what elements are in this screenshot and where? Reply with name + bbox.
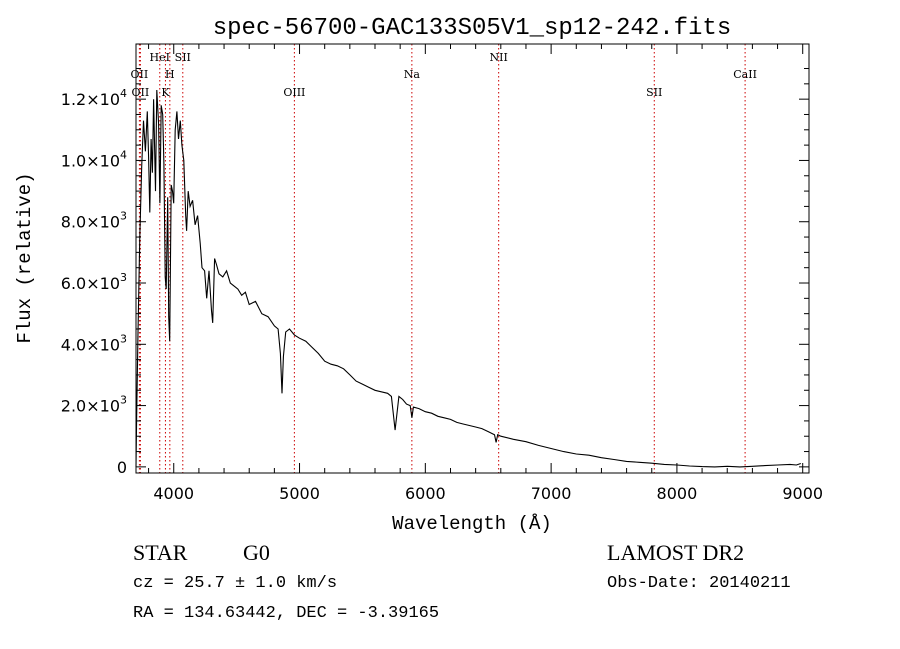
chart-title: spec-56700-GAC133S05V1_sp12-242.fits <box>213 15 731 42</box>
x-tick-label: 5000 <box>279 484 320 503</box>
y-axis: 0 2.0×103 4.0×103 6.0×103 8.0×103 1.0×104 1.2×… <box>61 68 809 477</box>
line-marker-label: OII <box>132 86 150 99</box>
redshift-text: cz = 25.7 ± 1.0 km/s <box>133 574 338 593</box>
x-axis: 4000 5000 6000 7000 8000 9000 <box>148 44 823 503</box>
line-marker-label: SII <box>646 86 662 99</box>
object-subclass: G0 <box>243 540 270 565</box>
line-marker-label: Na <box>404 68 421 81</box>
y-tick-label: 0 <box>117 458 127 477</box>
y-tick-label: 8.0×103 <box>61 210 127 232</box>
y-tick-label: 6.0×103 <box>61 271 127 293</box>
obs-date-text: Obs-Date: 20140211 <box>607 574 791 593</box>
y-axis-label: Flux (relative) <box>14 172 36 343</box>
line-marker-label: HeI <box>150 51 170 64</box>
line-marker-label: SII <box>175 51 191 64</box>
survey-name: LAMOST DR2 <box>607 540 745 565</box>
y-tick-label: 1.2×104 <box>61 87 127 109</box>
line-marker-label: NII <box>490 51 508 64</box>
y-tick-label: 2.0×103 <box>61 394 127 416</box>
y-tick-label: 1.0×104 <box>61 148 127 170</box>
object-class: STAR <box>133 540 188 565</box>
spectrum-line <box>135 89 801 468</box>
line-marker-label: K <box>161 86 170 99</box>
line-marker-label: H <box>165 68 175 81</box>
x-tick-label: 8000 <box>657 484 698 503</box>
x-tick-label: 6000 <box>405 484 446 503</box>
plot-frame <box>135 43 810 474</box>
line-marker-label: CaII <box>733 68 757 81</box>
line-marker-label: OII <box>131 68 149 81</box>
x-tick-label: 4000 <box>153 484 194 503</box>
x-tick-label: 9000 <box>782 484 823 503</box>
y-tick-label: 4.0×103 <box>61 332 127 354</box>
line-marker-label: OIII <box>283 86 305 99</box>
x-axis-label: Wavelength (Å) <box>392 513 552 535</box>
coordinates-text: RA = 134.63442, DEC = -3.39165 <box>133 604 440 623</box>
x-tick-label: 7000 <box>531 484 572 503</box>
